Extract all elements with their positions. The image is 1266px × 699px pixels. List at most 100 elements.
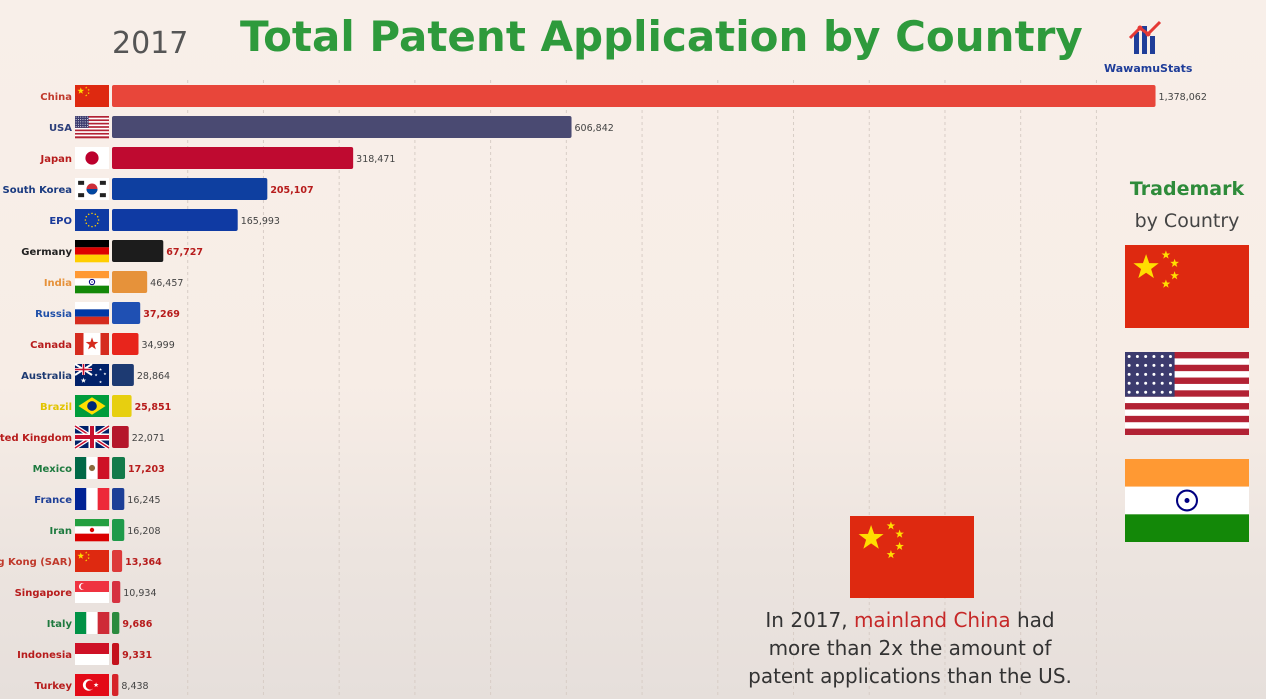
category-label: France	[34, 495, 72, 506]
bar-row: Germany 67,727	[21, 240, 203, 263]
value-label: 28,864	[137, 371, 170, 382]
value-label: 67,727	[166, 247, 203, 258]
france-flag-icon	[75, 488, 110, 510]
brazil-flag-icon	[75, 395, 109, 417]
bar-row: United Kingdom 22,071	[0, 424, 165, 450]
bar	[112, 178, 268, 200]
category-label: Germany	[21, 247, 72, 258]
indonesia-flag-icon	[75, 643, 109, 665]
bar-row: China 1,378,062	[40, 85, 1207, 107]
bar-row: Canada 34,999	[30, 333, 175, 355]
value-label: 34,999	[142, 340, 175, 351]
eu-flag-icon	[75, 209, 109, 231]
italy-flag-icon	[75, 612, 110, 634]
bar-row: Japan 318,471	[40, 147, 395, 169]
category-label: Singapore	[15, 588, 73, 599]
bar	[112, 302, 141, 324]
category-label: Turkey	[35, 681, 73, 692]
category-label: Canada	[30, 340, 72, 351]
bar	[112, 240, 164, 262]
caption-line2: more than 2x the amount of	[768, 636, 1052, 660]
category-label: Japan	[40, 154, 73, 165]
logo-text: WawamuStats	[1104, 62, 1193, 75]
gridlines	[187, 80, 1097, 695]
bar-row: Russia 37,269	[35, 302, 180, 325]
value-label: 205,107	[270, 185, 313, 196]
bar	[112, 333, 139, 355]
bar-row: Iran 16,208	[49, 519, 161, 542]
value-label: 25,851	[135, 402, 172, 413]
uk-flag-icon	[73, 424, 111, 450]
china-flag-icon	[75, 85, 109, 107]
caption: In 2017, mainland China had more than 2x…	[720, 606, 1100, 690]
bar	[112, 271, 148, 293]
bar	[112, 364, 134, 386]
bar-row: Turkey 8,438	[35, 674, 149, 696]
bar	[112, 85, 1156, 107]
bar	[112, 147, 354, 169]
value-label: 9,331	[122, 650, 152, 661]
value-label: 16,245	[127, 495, 160, 506]
value-label: 22,071	[132, 433, 165, 444]
value-label: 9,686	[122, 619, 152, 630]
bar	[112, 519, 125, 541]
bar-row: Brazil 25,851	[40, 395, 171, 417]
logo-icon	[1128, 20, 1162, 54]
sidebar-flag-usa	[1125, 352, 1249, 439]
bar	[112, 581, 121, 603]
bar	[112, 457, 126, 479]
japan-flag-icon	[75, 147, 109, 169]
value-label: 46,457	[150, 278, 183, 289]
value-label: 16,208	[127, 526, 160, 537]
mexico-flag-icon	[75, 457, 110, 479]
bar	[112, 395, 132, 417]
caption-flag-china	[850, 516, 974, 602]
value-label: 17,203	[128, 464, 165, 475]
bar-row: Mexico 17,203	[33, 457, 165, 479]
singapore-flag-icon	[75, 581, 109, 603]
sidebar-flag-china	[1125, 245, 1249, 332]
usa-flag-icon	[75, 116, 109, 139]
category-label: Hong Kong (SAR)	[0, 557, 72, 568]
bar-row: India 46,457	[44, 271, 183, 294]
value-label: 8,438	[121, 681, 148, 692]
bar-row: Hong Kong (SAR) 13,364	[0, 550, 162, 572]
sidebar-title-line1: Trademark	[1129, 178, 1245, 200]
category-label: China	[40, 92, 72, 103]
category-label: United Kingdom	[0, 433, 72, 444]
russia-flag-icon	[75, 302, 109, 325]
bar-row: South Korea 205,107	[3, 178, 314, 200]
value-label: 606,842	[575, 123, 614, 134]
category-label: Brazil	[40, 402, 72, 413]
turkey-flag-icon	[75, 674, 109, 696]
bar	[112, 550, 123, 572]
bar	[112, 674, 119, 696]
bar-row: Italy 9,686	[47, 612, 153, 634]
bar-row: Australia 28,864	[21, 363, 170, 386]
value-label: 165,993	[241, 216, 280, 227]
bar-row: EPO 165,993	[49, 209, 280, 231]
category-label: EPO	[49, 216, 72, 227]
category-label: Russia	[35, 309, 72, 320]
bar-row: France 16,245	[34, 488, 161, 510]
hong-kong-flag-icon	[75, 550, 109, 572]
category-label: USA	[49, 123, 72, 134]
category-label: India	[44, 278, 72, 289]
bar	[112, 426, 129, 448]
sidebar-flag-india	[1125, 459, 1249, 546]
bar-row: Singapore 10,934	[15, 581, 157, 603]
bar-row: Indonesia 9,331	[17, 643, 152, 665]
category-label: Mexico	[33, 464, 73, 475]
south-korea-flag-icon	[75, 178, 109, 200]
logo: WawamuStats	[1104, 18, 1193, 75]
value-label: 13,364	[125, 557, 162, 568]
canada-flag-icon	[75, 333, 109, 355]
caption-line1: In 2017, mainland China had	[765, 608, 1055, 632]
category-label: South Korea	[3, 185, 72, 196]
sidebar-title-line2: by Country	[1134, 210, 1240, 232]
year-label: 2017	[112, 26, 189, 61]
bar	[112, 612, 120, 634]
bar	[112, 488, 125, 510]
caption-highlight: mainland China	[853, 608, 1011, 632]
value-label: 1,378,062	[1159, 92, 1207, 103]
